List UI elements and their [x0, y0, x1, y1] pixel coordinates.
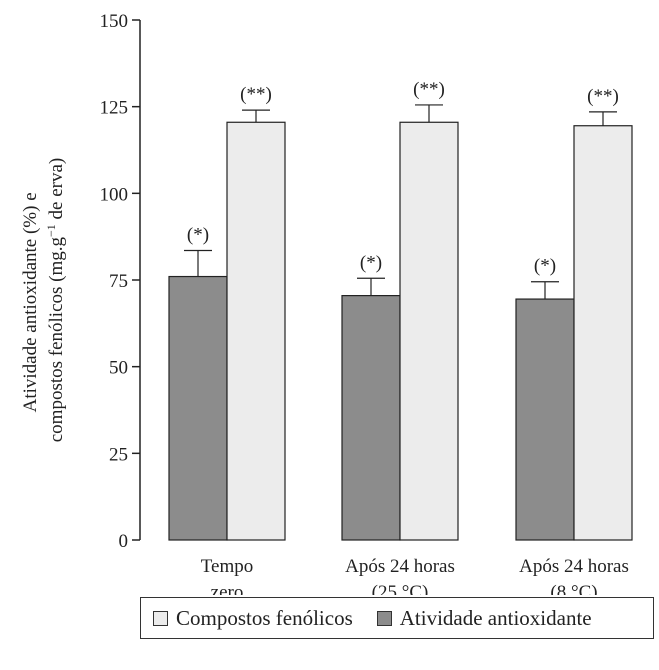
significance-label: (**)	[240, 84, 272, 105]
bar	[341, 295, 401, 541]
y-tick-label: 0	[119, 531, 129, 552]
bar	[515, 298, 575, 541]
significance-label: (*)	[187, 225, 209, 246]
legend-swatch-phenolics	[153, 610, 168, 626]
bar	[399, 121, 459, 541]
y-tick-label: 75	[109, 271, 128, 292]
y-tick-label: 100	[100, 184, 129, 205]
x-tick-label: (8 °C)	[550, 582, 597, 595]
bar	[226, 121, 286, 541]
y-axis-label-line2-post: de erva)	[46, 158, 67, 224]
x-tick-label: Tempo	[201, 556, 254, 577]
legend: Compostos fenólicos Atividade antioxidan…	[140, 597, 654, 639]
x-tick-label: (25 °C)	[372, 582, 429, 595]
significance-label: (**)	[587, 86, 619, 107]
legend-label-antioxidant: Atividade antioxidante	[399, 605, 592, 630]
chart-bars	[168, 104, 633, 541]
legend-swatch-antioxidant	[376, 610, 392, 626]
x-tick-label: Após 24 horas	[345, 556, 455, 577]
y-axis-label-line2-sup: −1	[44, 224, 58, 237]
y-axis-label: Atividade antioxidante (%) e compostos f…	[20, 158, 67, 443]
y-axis-label-line1: Atividade antioxidante (%) e	[20, 192, 41, 412]
bar	[168, 275, 228, 541]
legend-label-phenolics: Compostos fenólicos	[176, 605, 353, 630]
bar	[573, 125, 633, 541]
legend-item-phenolics: Compostos fenólicos	[153, 606, 353, 631]
y-tick-label: 50	[109, 358, 128, 379]
chart-labels: (*) (**) Tempo zero (*) (**) Após 24 horas (25 …	[187, 79, 629, 595]
significance-label: (**)	[413, 79, 445, 100]
x-tick-label: zero	[211, 582, 244, 595]
x-tick-label: Após 24 horas	[519, 556, 629, 577]
y-axis-label-line2-pre: compostos fenólicos (mg.g	[46, 236, 67, 442]
significance-label: (*)	[534, 256, 556, 277]
significance-label: (*)	[360, 252, 382, 273]
chart-axes: 0 25 50 75 100 125 150	[100, 11, 141, 552]
legend-item-antioxidant: Atividade antioxidante	[376, 605, 592, 631]
bar-chart: 0 25 50 75 100 125 150 (*) (**) Tempo zero (*) (**)…	[20, 11, 633, 595]
y-tick-label: 150	[100, 11, 129, 32]
y-tick-label: 125	[100, 98, 129, 119]
y-tick-label: 25	[109, 444, 128, 465]
